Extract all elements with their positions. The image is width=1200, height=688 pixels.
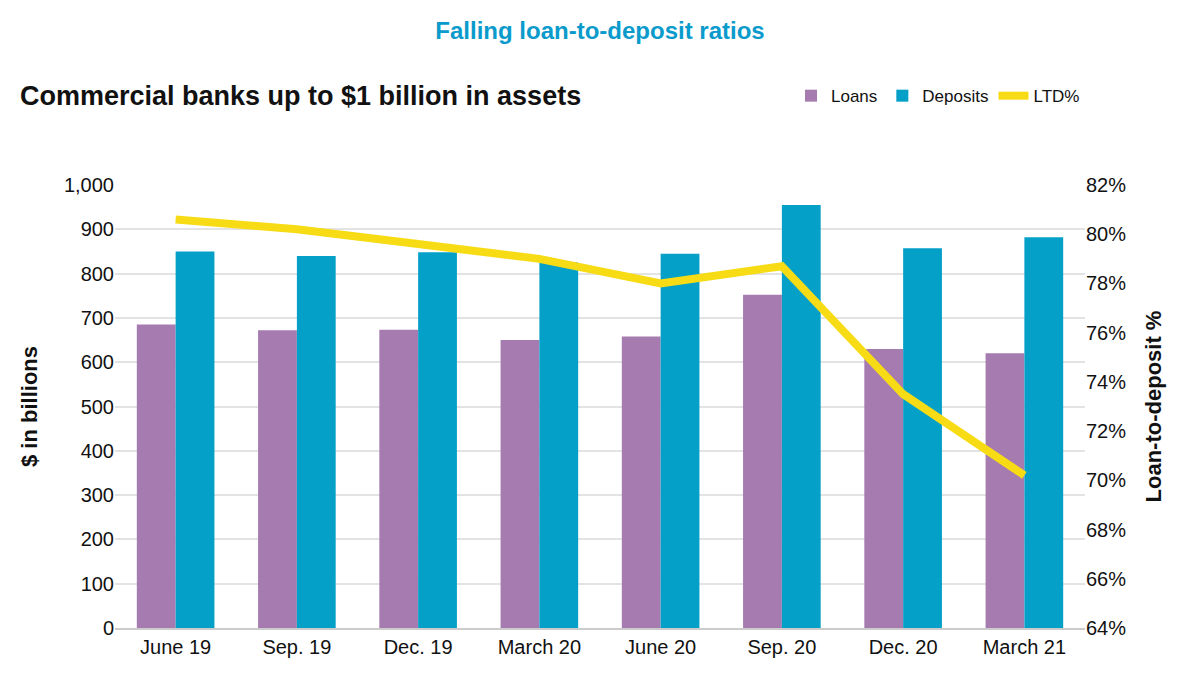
svg-text:70%: 70% — [1086, 469, 1126, 491]
svg-text:Falling loan-to-deposit ratios: Falling loan-to-deposit ratios — [435, 17, 764, 44]
svg-text:0: 0 — [103, 617, 114, 639]
svg-text:80%: 80% — [1086, 223, 1126, 245]
svg-text:700: 700 — [81, 307, 114, 329]
svg-text:June 19: June 19 — [140, 636, 211, 658]
svg-text:900: 900 — [81, 218, 114, 240]
svg-text:$ in billions: $ in billions — [17, 346, 42, 467]
svg-text:June 20: June 20 — [625, 636, 696, 658]
svg-text:Sep. 19: Sep. 19 — [262, 636, 331, 658]
svg-text:Dec. 19: Dec. 19 — [384, 636, 453, 658]
svg-text:Dec. 20: Dec. 20 — [869, 636, 938, 658]
svg-text:March 21: March 21 — [983, 636, 1066, 658]
svg-text:72%: 72% — [1086, 420, 1126, 442]
svg-text:400: 400 — [81, 440, 114, 462]
svg-text:Commercial banks up to $1 bill: Commercial banks up to $1 billion in ass… — [20, 81, 581, 111]
svg-text:500: 500 — [81, 396, 114, 418]
svg-text:600: 600 — [81, 351, 114, 373]
svg-text:78%: 78% — [1086, 272, 1126, 294]
svg-text:Sep. 20: Sep. 20 — [747, 636, 816, 658]
svg-text:LTD%: LTD% — [1033, 87, 1079, 106]
svg-text:68%: 68% — [1086, 519, 1126, 541]
svg-text:82%: 82% — [1086, 174, 1126, 196]
svg-text:76%: 76% — [1086, 322, 1126, 344]
svg-text:64%: 64% — [1086, 617, 1126, 639]
svg-text:74%: 74% — [1086, 371, 1126, 393]
svg-text:66%: 66% — [1086, 568, 1126, 590]
svg-text:March 20: March 20 — [498, 636, 581, 658]
svg-text:200: 200 — [81, 528, 114, 550]
svg-text:Loans: Loans — [831, 87, 877, 106]
svg-text:1,000: 1,000 — [64, 174, 114, 196]
svg-text:300: 300 — [81, 484, 114, 506]
svg-text:Deposits: Deposits — [922, 87, 988, 106]
svg-text:Loan-to-deposit %: Loan-to-deposit % — [1141, 311, 1166, 503]
svg-text:100: 100 — [81, 573, 114, 595]
svg-text:800: 800 — [81, 263, 114, 285]
